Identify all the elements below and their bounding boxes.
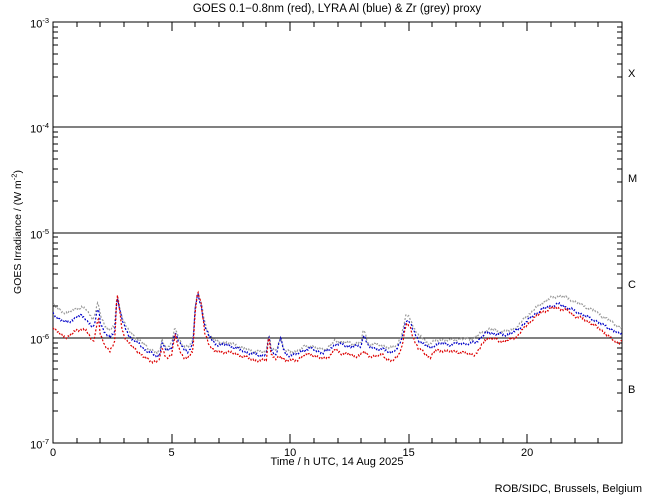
flare-class-label-b: B <box>628 384 636 396</box>
credit-text: ROB/SIDC, Brussels, Belgium <box>494 483 642 495</box>
x-tick-label: 15 <box>402 447 415 459</box>
x-tick-label: 5 <box>168 447 175 459</box>
x-tick-label: 0 <box>49 447 57 459</box>
x-axis-label: Time / h UTC, 14 Aug 2025 <box>270 456 404 468</box>
series-line-grey <box>53 292 622 356</box>
y-axis-label-exponent: -2 <box>9 173 19 181</box>
series-line-blue <box>53 291 622 359</box>
y-axis-label-text: GOES Irradiance / (W m <box>11 180 24 294</box>
y-tick-label: 10-4 <box>30 121 49 136</box>
flare-class-label-c: C <box>628 279 636 291</box>
flare-class-label-x: X <box>628 68 636 80</box>
y-tick-label: 10-7 <box>30 437 49 452</box>
y-axis-label-suffix: ) <box>11 170 24 174</box>
y-tick-label: 10-6 <box>30 331 49 347</box>
y-tick-label: 10-3 <box>30 16 49 31</box>
x-tick-label: 20 <box>521 447 534 459</box>
chart-title: GOES 0.1−0.8nm (red), LYRA Al (blue) & Z… <box>192 3 482 15</box>
flare-class-label-m: M <box>628 173 638 185</box>
series-line-red <box>53 290 622 364</box>
x-tick-label: 10 <box>283 447 297 459</box>
y-tick-label: 10-5 <box>30 226 49 242</box>
y-axis-label: GOES Irradiance / (W m-2) <box>7 170 25 294</box>
